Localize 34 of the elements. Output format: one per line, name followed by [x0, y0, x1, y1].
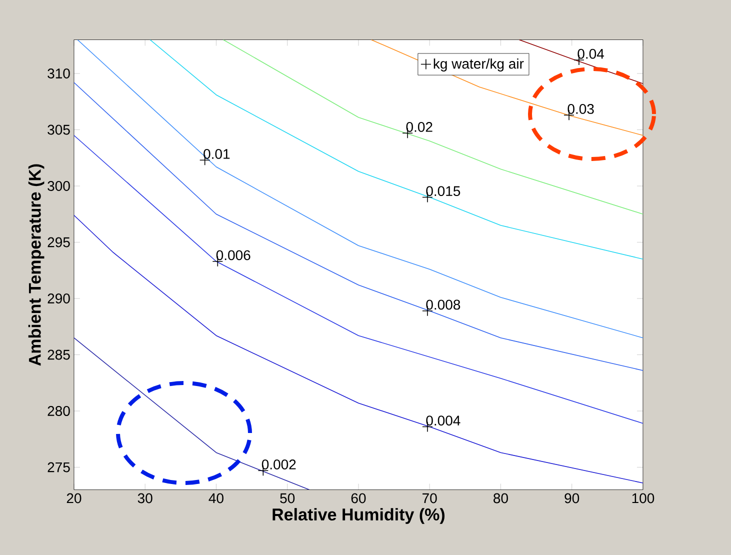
legend-label: kg water/kg air	[434, 58, 524, 72]
annotation: 0.03	[568, 104, 594, 114]
annotation: 0.01	[204, 149, 230, 159]
y-axis-title: Ambient Temperature (K)	[28, 164, 44, 366]
y-tick-label: 305	[48, 124, 70, 135]
annotation: 0.006	[216, 250, 250, 260]
annotation: 0.008	[426, 300, 460, 310]
x-tick-label: 90	[564, 493, 580, 504]
x-axis-title: Relative Humidity (%)	[272, 508, 445, 524]
x-tick-label: 60	[351, 493, 366, 504]
x-tick-label: 70	[422, 493, 437, 504]
y-tick-label: 310	[48, 68, 70, 78]
line-series	[77, 40, 643, 338]
x-tick-label: 50	[280, 493, 295, 504]
annotation: 0.002	[262, 460, 296, 470]
annotation: 0.04	[578, 48, 604, 59]
annotation: 0.02	[406, 122, 432, 132]
x-tick-label: 100	[632, 493, 654, 504]
line-series	[74, 214, 643, 484]
x-tick-label: 30	[138, 493, 152, 504]
x-tick-label: 80	[494, 493, 508, 504]
x-tick-label: 40	[208, 493, 224, 504]
y-tick-label: 285	[48, 350, 70, 360]
y-tick-label: 295	[48, 237, 70, 248]
y-tick-label: 290	[48, 294, 70, 304]
annotation: 0.004	[426, 416, 460, 426]
y-tick-label: 280	[48, 406, 70, 416]
line-series	[150, 40, 643, 260]
y-tick-label: 300	[48, 181, 70, 191]
x-tick-label: 20	[66, 493, 82, 504]
y-tick-label: 275	[48, 462, 70, 472]
line-series	[74, 82, 643, 371]
line-series	[74, 134, 643, 424]
annotation: 0.015	[426, 186, 460, 196]
